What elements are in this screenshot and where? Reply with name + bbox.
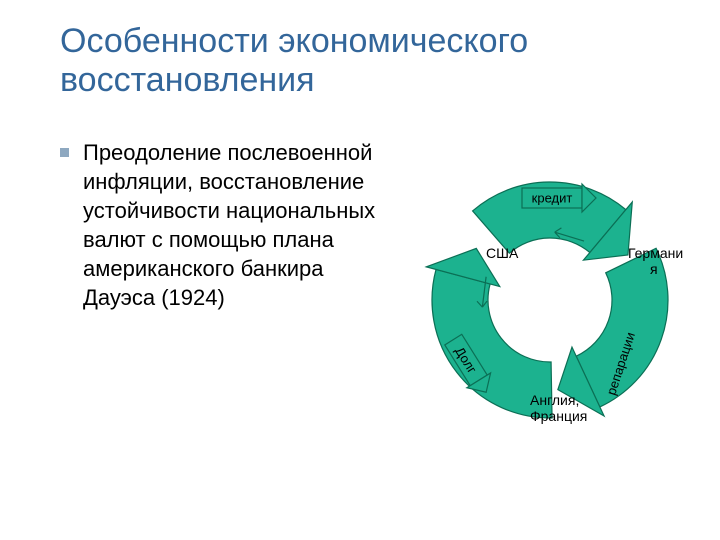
body-text-area: Преодоление послевоенной инфляции, восст… [60,138,400,312]
bullet-marker [60,148,69,157]
cycle-diagram: СШАГерманияАнглия,Франциякредитрепарации… [400,150,700,460]
slide-title: Особенности экономического восстановлени… [60,22,680,100]
bullet-item: Преодоление послевоенной инфляции, восст… [60,138,400,312]
cycle-segment-label-2: Англия,Франция [530,392,587,424]
cycle-segment-label-0: США [486,245,519,261]
bullet-text: Преодоление послевоенной инфляции, восст… [83,138,400,312]
flow-label-0: кредит [532,191,573,206]
cycle-svg: СШАГерманияАнглия,Франциякредитрепарации… [400,150,700,460]
flow-label-box-0: кредит [522,184,596,212]
slide: Особенности экономического восстановлени… [0,0,720,540]
